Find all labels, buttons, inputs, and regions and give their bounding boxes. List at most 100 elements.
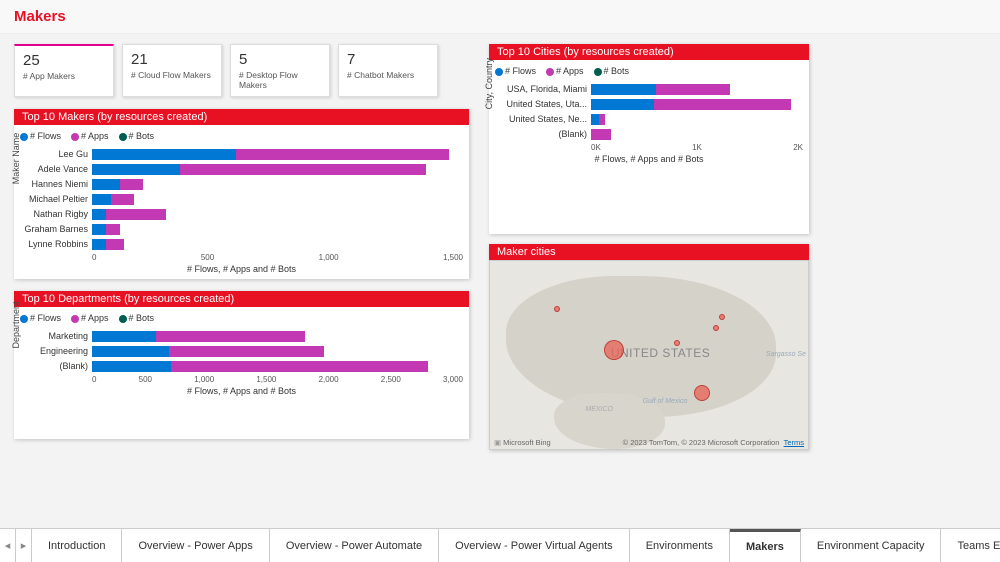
map-water-label: Gulf of Mexico — [643, 398, 688, 405]
kpi-row: 25# App Makers 21 # Cloud Flow Makers 5# De… — [14, 44, 469, 97]
report-tab[interactable]: Overview - Power Apps — [122, 529, 269, 562]
viz-title: Top 10 Makers (by resources created) — [14, 109, 469, 125]
bar-segment-apps — [656, 84, 731, 95]
kpi-card[interactable]: 21 # Cloud Flow Makers — [122, 44, 222, 97]
viz-title: Top 10 Cities (by resources created) — [489, 44, 809, 60]
kpi-label: # Desktop Flow Makers — [239, 70, 321, 90]
tick: 500 — [139, 375, 152, 384]
bar-label: Michael Peltier — [20, 194, 92, 204]
bar-segment-apps — [180, 164, 426, 175]
tick: 2,500 — [381, 375, 401, 384]
tab-nav-next[interactable]: ▸ — [16, 529, 32, 562]
bar-row: USA, Florida, Miami — [495, 82, 803, 96]
map[interactable]: UNITED STATES Gulf of Mexico Sargasso Se… — [489, 260, 809, 450]
y-axis-label: City, Country — [484, 58, 494, 109]
y-axis-label: Maker Name — [11, 133, 21, 185]
tick: 1,500 — [256, 375, 276, 384]
viz-title: Top 10 Departments (by resources created… — [14, 291, 469, 307]
bar-row: (Blank) — [20, 359, 463, 373]
bar-label: United States, Uta... — [495, 99, 591, 109]
bar-segment-flows — [92, 164, 180, 175]
bar-segment-flows — [92, 331, 156, 342]
bar-label: Hannes Niemi — [20, 179, 92, 189]
bar-label: (Blank) — [20, 361, 92, 371]
map-sea-label: Sargasso Se — [766, 351, 806, 358]
bar-segment-flows — [92, 239, 106, 250]
bar-row: (Blank) — [495, 127, 803, 141]
x-ticks: 05001,0001,500 — [92, 253, 463, 262]
kpi-card[interactable]: 5# Desktop Flow Makers — [230, 44, 330, 97]
x-ticks: 0K1K2K — [591, 143, 803, 152]
y-axis-label: Department — [11, 301, 21, 348]
chart-cities: USA, Florida, Miami United States, Uta...… — [495, 82, 803, 141]
bar-segment-flows — [92, 361, 171, 372]
report-tab[interactable]: Introduction — [32, 529, 122, 562]
tick: 2,000 — [319, 375, 339, 384]
kpi-label: # Chatbot Makers — [347, 70, 429, 80]
bar-row: United States, Uta... — [495, 97, 803, 111]
kpi-card[interactable]: 25# App Makers — [14, 44, 114, 97]
kpi-label: # Cloud Flow Makers — [131, 70, 213, 80]
bar-segment-flows — [92, 209, 106, 220]
tick: 1K — [692, 143, 702, 152]
map-bubble[interactable] — [713, 325, 719, 331]
bar-row: United States, Ne... — [495, 112, 803, 126]
bar-label: United States, Ne... — [495, 114, 591, 124]
page-tabs: ◂ ▸ IntroductionOverview - Power AppsOve… — [0, 528, 1000, 562]
bar-row: Marketing — [20, 329, 463, 343]
map-bubble[interactable] — [694, 385, 710, 401]
tick: 500 — [201, 253, 214, 262]
bar-label: Lynne Robbins — [20, 239, 92, 249]
x-ticks: 0 500 1,000 1,500 2,000 2,500 3,000 — [92, 375, 463, 384]
kpi-value: 21 — [131, 51, 213, 68]
bar-label: Graham Barnes — [20, 224, 92, 234]
bar-segment-apps — [106, 224, 120, 235]
bar-row: Nathan Rigby — [20, 207, 463, 221]
map-attribution: © 2023 TomTom, © 2023 Microsoft Corporat… — [623, 438, 780, 447]
tick: 0 — [92, 375, 96, 384]
bar-segment-flows — [591, 114, 599, 125]
bar-segment-flows — [92, 179, 120, 190]
bar-segment-flows — [591, 99, 654, 110]
kpi-label: # App Makers — [23, 71, 105, 81]
map-mexico-label: MEXICO — [585, 406, 613, 413]
report-tab[interactable]: Makers — [730, 529, 801, 562]
report-tab[interactable]: Environment Capacity — [801, 529, 942, 562]
chart-departments: Marketing Engineering (Blank) — [20, 329, 463, 373]
top-cities-card[interactable]: Top 10 Cities (by resources created) # F… — [489, 44, 809, 234]
bar-segment-flows — [92, 224, 106, 235]
bar-segment-apps — [599, 114, 605, 125]
bar-segment-apps — [156, 331, 304, 342]
tick: 1,000 — [194, 375, 214, 384]
bar-label: Lee Gu — [20, 149, 92, 159]
report-tab[interactable]: Overview - Power Automate — [270, 529, 439, 562]
maker-cities-map-card[interactable]: Maker cities UNITED STATES Gulf of Mexic… — [489, 244, 809, 450]
bar-segment-flows — [591, 84, 656, 95]
bar-label: USA, Florida, Miami — [495, 84, 591, 94]
map-bubble[interactable] — [719, 314, 725, 320]
report-tab[interactable]: Overview - Power Virtual Agents — [439, 529, 630, 562]
bar-segment-apps — [106, 209, 166, 220]
tab-nav-prev[interactable]: ◂ — [0, 529, 16, 562]
viz-title: Maker cities — [489, 244, 809, 260]
report-tab[interactable]: Teams Environments — [941, 529, 1000, 562]
bar-segment-apps — [236, 149, 449, 160]
chart-makers: Lee Gu Adele Vance Hannes Niemi Michael Pel… — [20, 147, 463, 251]
bar-label: Engineering — [20, 346, 92, 356]
map-terms-link[interactable]: Terms — [784, 438, 804, 447]
bar-label: Marketing — [20, 331, 92, 341]
kpi-card[interactable]: 7# Chatbot Makers — [338, 44, 438, 97]
x-axis-label: # Flows, # Apps and # Bots — [495, 154, 803, 164]
report-tab[interactable]: Environments — [630, 529, 730, 562]
bar-segment-flows — [92, 346, 169, 357]
bar-segment-apps — [591, 129, 611, 140]
bar-segment-apps — [654, 99, 791, 110]
top-makers-card[interactable]: Top 10 Makers (by resources created) # F… — [14, 109, 469, 279]
top-departments-card[interactable]: Top 10 Departments (by resources created… — [14, 291, 469, 439]
bar-segment-apps — [169, 346, 325, 357]
bar-label: Adele Vance — [20, 164, 92, 174]
tick: 3,000 — [443, 375, 463, 384]
map-bubble[interactable] — [554, 306, 560, 312]
bar-segment-flows — [92, 194, 111, 205]
x-axis-label: # Flows, # Apps and # Bots — [20, 264, 463, 274]
